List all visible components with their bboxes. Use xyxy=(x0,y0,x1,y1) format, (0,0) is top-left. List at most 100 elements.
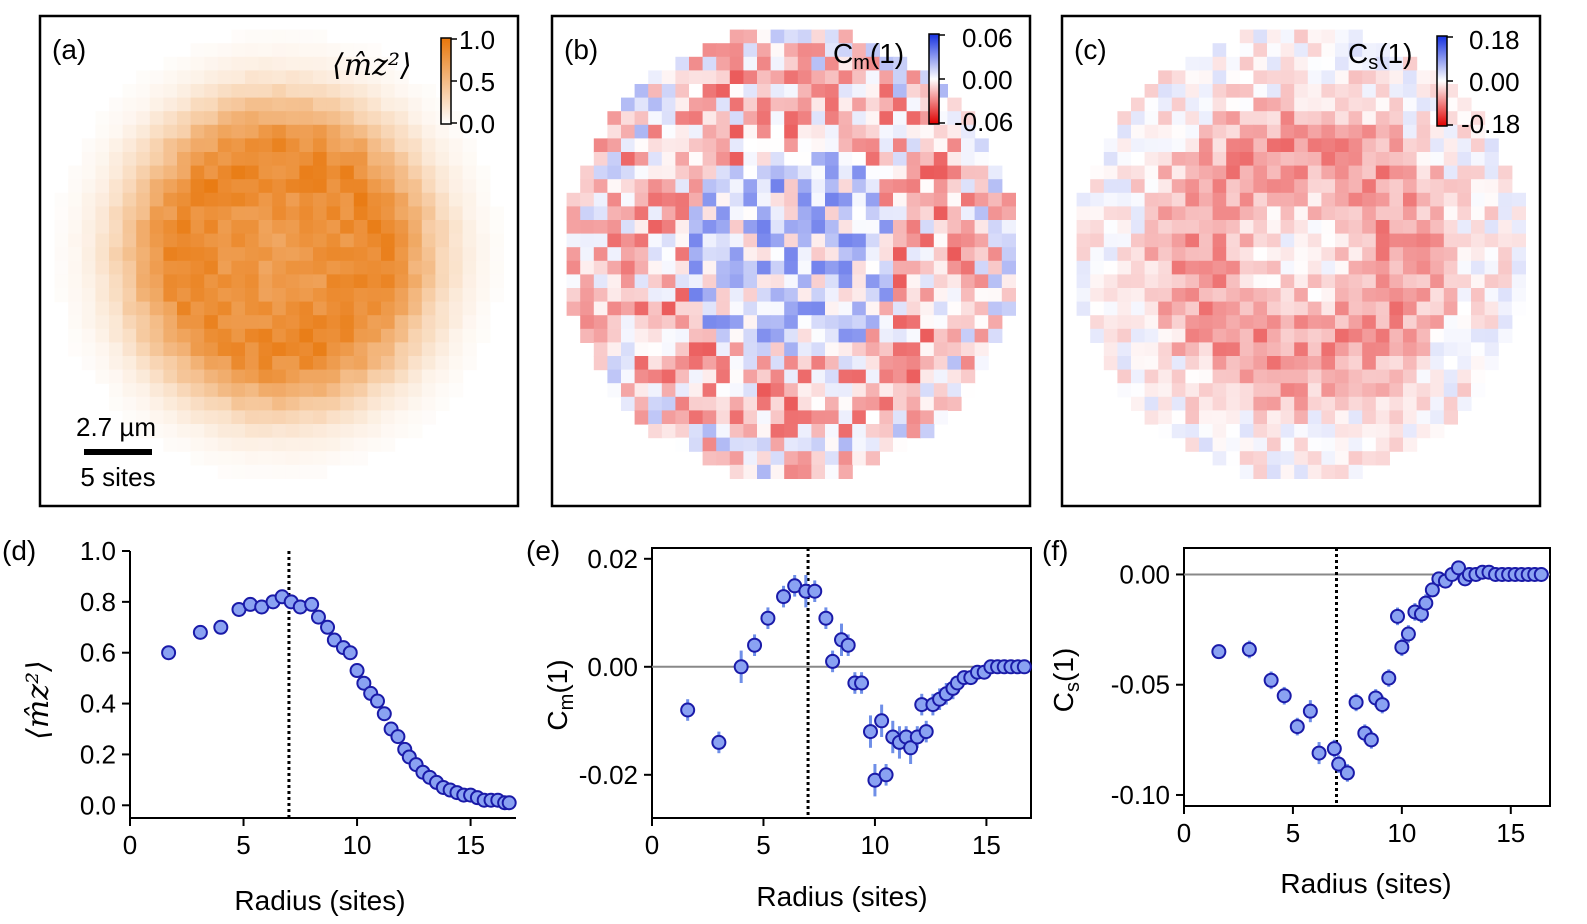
heatmap-cell xyxy=(217,247,232,262)
heatmap-cell xyxy=(421,356,436,371)
heatmap-cell xyxy=(245,165,260,180)
heatmap-cell xyxy=(702,451,717,466)
heatmap-cell xyxy=(729,97,744,112)
heatmap-cell xyxy=(621,220,636,235)
heatmap-cell xyxy=(394,396,409,411)
heatmap-cell xyxy=(1484,315,1499,330)
heatmap-cell xyxy=(1280,396,1295,411)
heatmap-cell xyxy=(1199,70,1214,85)
heatmap-cell xyxy=(258,111,273,126)
heatmap-cell xyxy=(435,138,450,153)
heatmap-cell xyxy=(381,301,396,316)
heatmap-cell xyxy=(1226,220,1241,235)
heatmap-cell xyxy=(865,424,880,439)
heatmap-cell xyxy=(1375,315,1390,330)
heatmap-cell xyxy=(95,111,110,126)
heatmap-cell xyxy=(865,356,880,371)
heatmap-cell xyxy=(689,356,704,371)
heatmap-cell xyxy=(648,315,663,330)
heatmap-cell xyxy=(313,342,328,357)
heatmap-cell xyxy=(68,247,83,262)
heatmap-cell xyxy=(648,369,663,384)
heatmap-cell xyxy=(1348,179,1363,194)
heatmap-cell xyxy=(811,138,826,153)
heatmap-cell xyxy=(743,369,758,384)
heatmap-cell xyxy=(1471,260,1486,275)
heatmap-cell xyxy=(648,152,663,167)
heatmap-cell xyxy=(852,165,867,180)
heatmap-cell xyxy=(648,192,663,207)
x-tick-label: 5 xyxy=(756,830,770,860)
heatmap-cell xyxy=(729,43,744,58)
heatmap-cell xyxy=(367,43,382,58)
heatmap-cell xyxy=(394,233,409,248)
heatmap-cell xyxy=(974,192,989,207)
heatmap-cell xyxy=(1389,383,1404,398)
heatmap-cell xyxy=(462,179,477,194)
heatmap-cell xyxy=(784,424,799,439)
heatmap-cell xyxy=(299,424,314,439)
heatmap-cell xyxy=(784,410,799,425)
heatmap-cell xyxy=(1076,288,1091,303)
heatmap-cell xyxy=(231,138,246,153)
heatmap-cell xyxy=(1443,410,1458,425)
heatmap-cell xyxy=(865,451,880,466)
heatmap-cell xyxy=(1348,464,1363,479)
heatmap-cell xyxy=(326,165,341,180)
heatmap-cell xyxy=(313,43,328,58)
heatmap-cell xyxy=(109,356,124,371)
heatmap-cell xyxy=(489,274,504,289)
heatmap-cell xyxy=(1375,342,1390,357)
heatmap-cell xyxy=(421,301,436,316)
heatmap-cell xyxy=(1471,301,1486,316)
heatmap-cell xyxy=(272,247,287,262)
heatmap-cell xyxy=(838,220,853,235)
y-tick-label: -0.05 xyxy=(1111,670,1170,700)
heatmap-cell xyxy=(729,165,744,180)
heatmap-cell xyxy=(974,288,989,303)
heatmap-cell xyxy=(1103,315,1118,330)
heatmap-cell xyxy=(285,138,300,153)
heatmap-cell xyxy=(258,274,273,289)
heatmap-cell xyxy=(1471,233,1486,248)
heatmap-cell xyxy=(177,396,192,411)
heatmap-cell xyxy=(109,274,124,289)
heatmap-cell xyxy=(770,383,785,398)
heatmap-cell xyxy=(1375,206,1390,221)
heatmap-cell xyxy=(947,356,962,371)
heatmap-cell xyxy=(68,315,83,330)
heatmap-cell xyxy=(149,111,164,126)
heatmap-cell xyxy=(1362,43,1377,58)
heatmap-cell xyxy=(1375,356,1390,371)
heatmap-cell xyxy=(702,288,717,303)
heatmap-cell xyxy=(865,274,880,289)
heatmap-cell xyxy=(1253,192,1268,207)
heatmap-cell xyxy=(797,179,812,194)
data-point xyxy=(1263,672,1279,688)
heatmap-cell xyxy=(394,410,409,425)
heatmap-cell xyxy=(1307,192,1322,207)
heatmap-cell xyxy=(1226,328,1241,343)
heatmap-cell xyxy=(689,342,704,357)
heatmap-cell xyxy=(353,56,368,71)
heatmap-cell xyxy=(1131,315,1146,330)
heatmap-cell xyxy=(1103,301,1118,316)
heatmap-cell xyxy=(689,260,704,275)
heatmap-cell xyxy=(770,97,785,112)
heatmap-cell xyxy=(421,124,436,139)
heatmap-cell xyxy=(408,356,423,371)
heatmap-cell xyxy=(1321,152,1336,167)
heatmap-cell xyxy=(865,288,880,303)
heatmap-cell xyxy=(272,70,287,85)
heatmap-cell xyxy=(258,124,273,139)
heatmap-cell xyxy=(190,43,205,58)
heatmap-cell xyxy=(770,138,785,153)
heatmap-cell xyxy=(811,111,826,126)
heatmap-cell xyxy=(285,70,300,85)
heatmap-cell xyxy=(190,383,205,398)
heatmap-cell xyxy=(258,356,273,371)
heatmap-cell xyxy=(231,152,246,167)
heatmap-cell xyxy=(1471,247,1486,262)
heatmap-cell xyxy=(784,288,799,303)
heatmap-cell xyxy=(1294,396,1309,411)
